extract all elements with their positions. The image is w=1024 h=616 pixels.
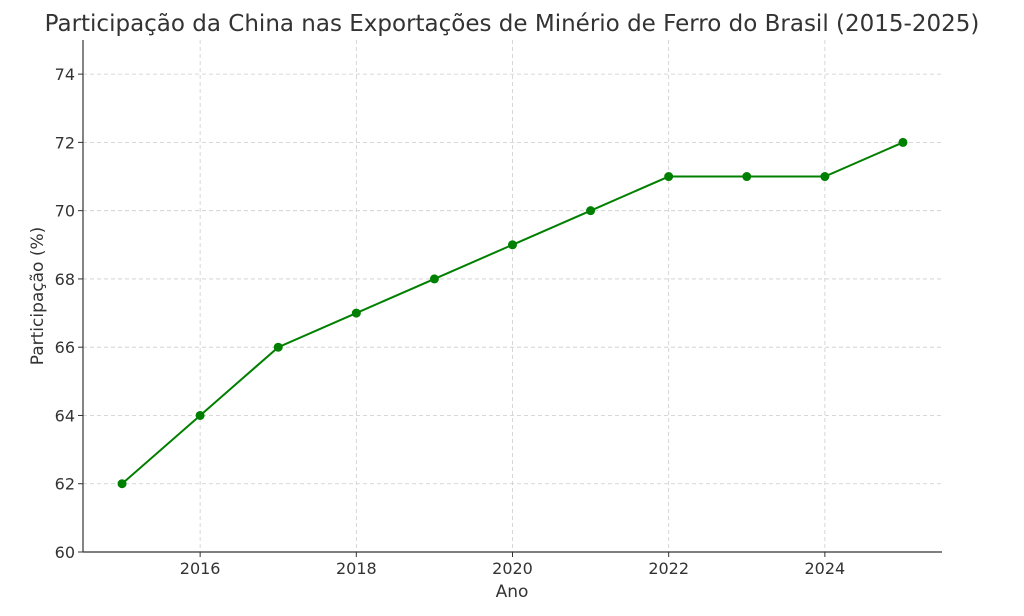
data-point [586, 206, 596, 216]
y-tick-label: 70 [55, 202, 75, 221]
series [117, 137, 908, 489]
data-point [898, 137, 908, 147]
grid [83, 40, 942, 553]
y-tick-label: 74 [55, 65, 75, 84]
x-tick-label: 2022 [648, 559, 689, 578]
y-tick-label: 68 [55, 270, 75, 289]
x-axis-label: Ano [496, 582, 529, 602]
data-point [429, 274, 439, 284]
y-tick-label: 64 [55, 406, 75, 425]
data-point [117, 479, 127, 489]
data-point [273, 342, 283, 352]
ticks: 2016 2018 2020 2022 2024 60 62 64 66 68 70 72 74 [55, 65, 846, 578]
y-tick-label: 60 [55, 543, 75, 562]
x-tick-label: 2024 [805, 559, 846, 578]
data-point [195, 410, 205, 420]
data-point [664, 172, 674, 182]
y-tick-label: 62 [55, 475, 75, 494]
y-axis-label: Participação (%) [28, 227, 48, 366]
y-tick-label: 72 [55, 133, 75, 152]
data-point [351, 308, 361, 318]
x-tick-label: 2018 [336, 559, 377, 578]
x-tick-label: 2016 [180, 559, 221, 578]
chart-title: Participação da China nas Exportações de… [45, 11, 980, 37]
data-point [742, 172, 752, 182]
y-tick-label: 66 [55, 338, 75, 357]
data-point [820, 172, 830, 182]
data-point [508, 240, 517, 250]
x-tick-label: 2020 [492, 559, 533, 578]
